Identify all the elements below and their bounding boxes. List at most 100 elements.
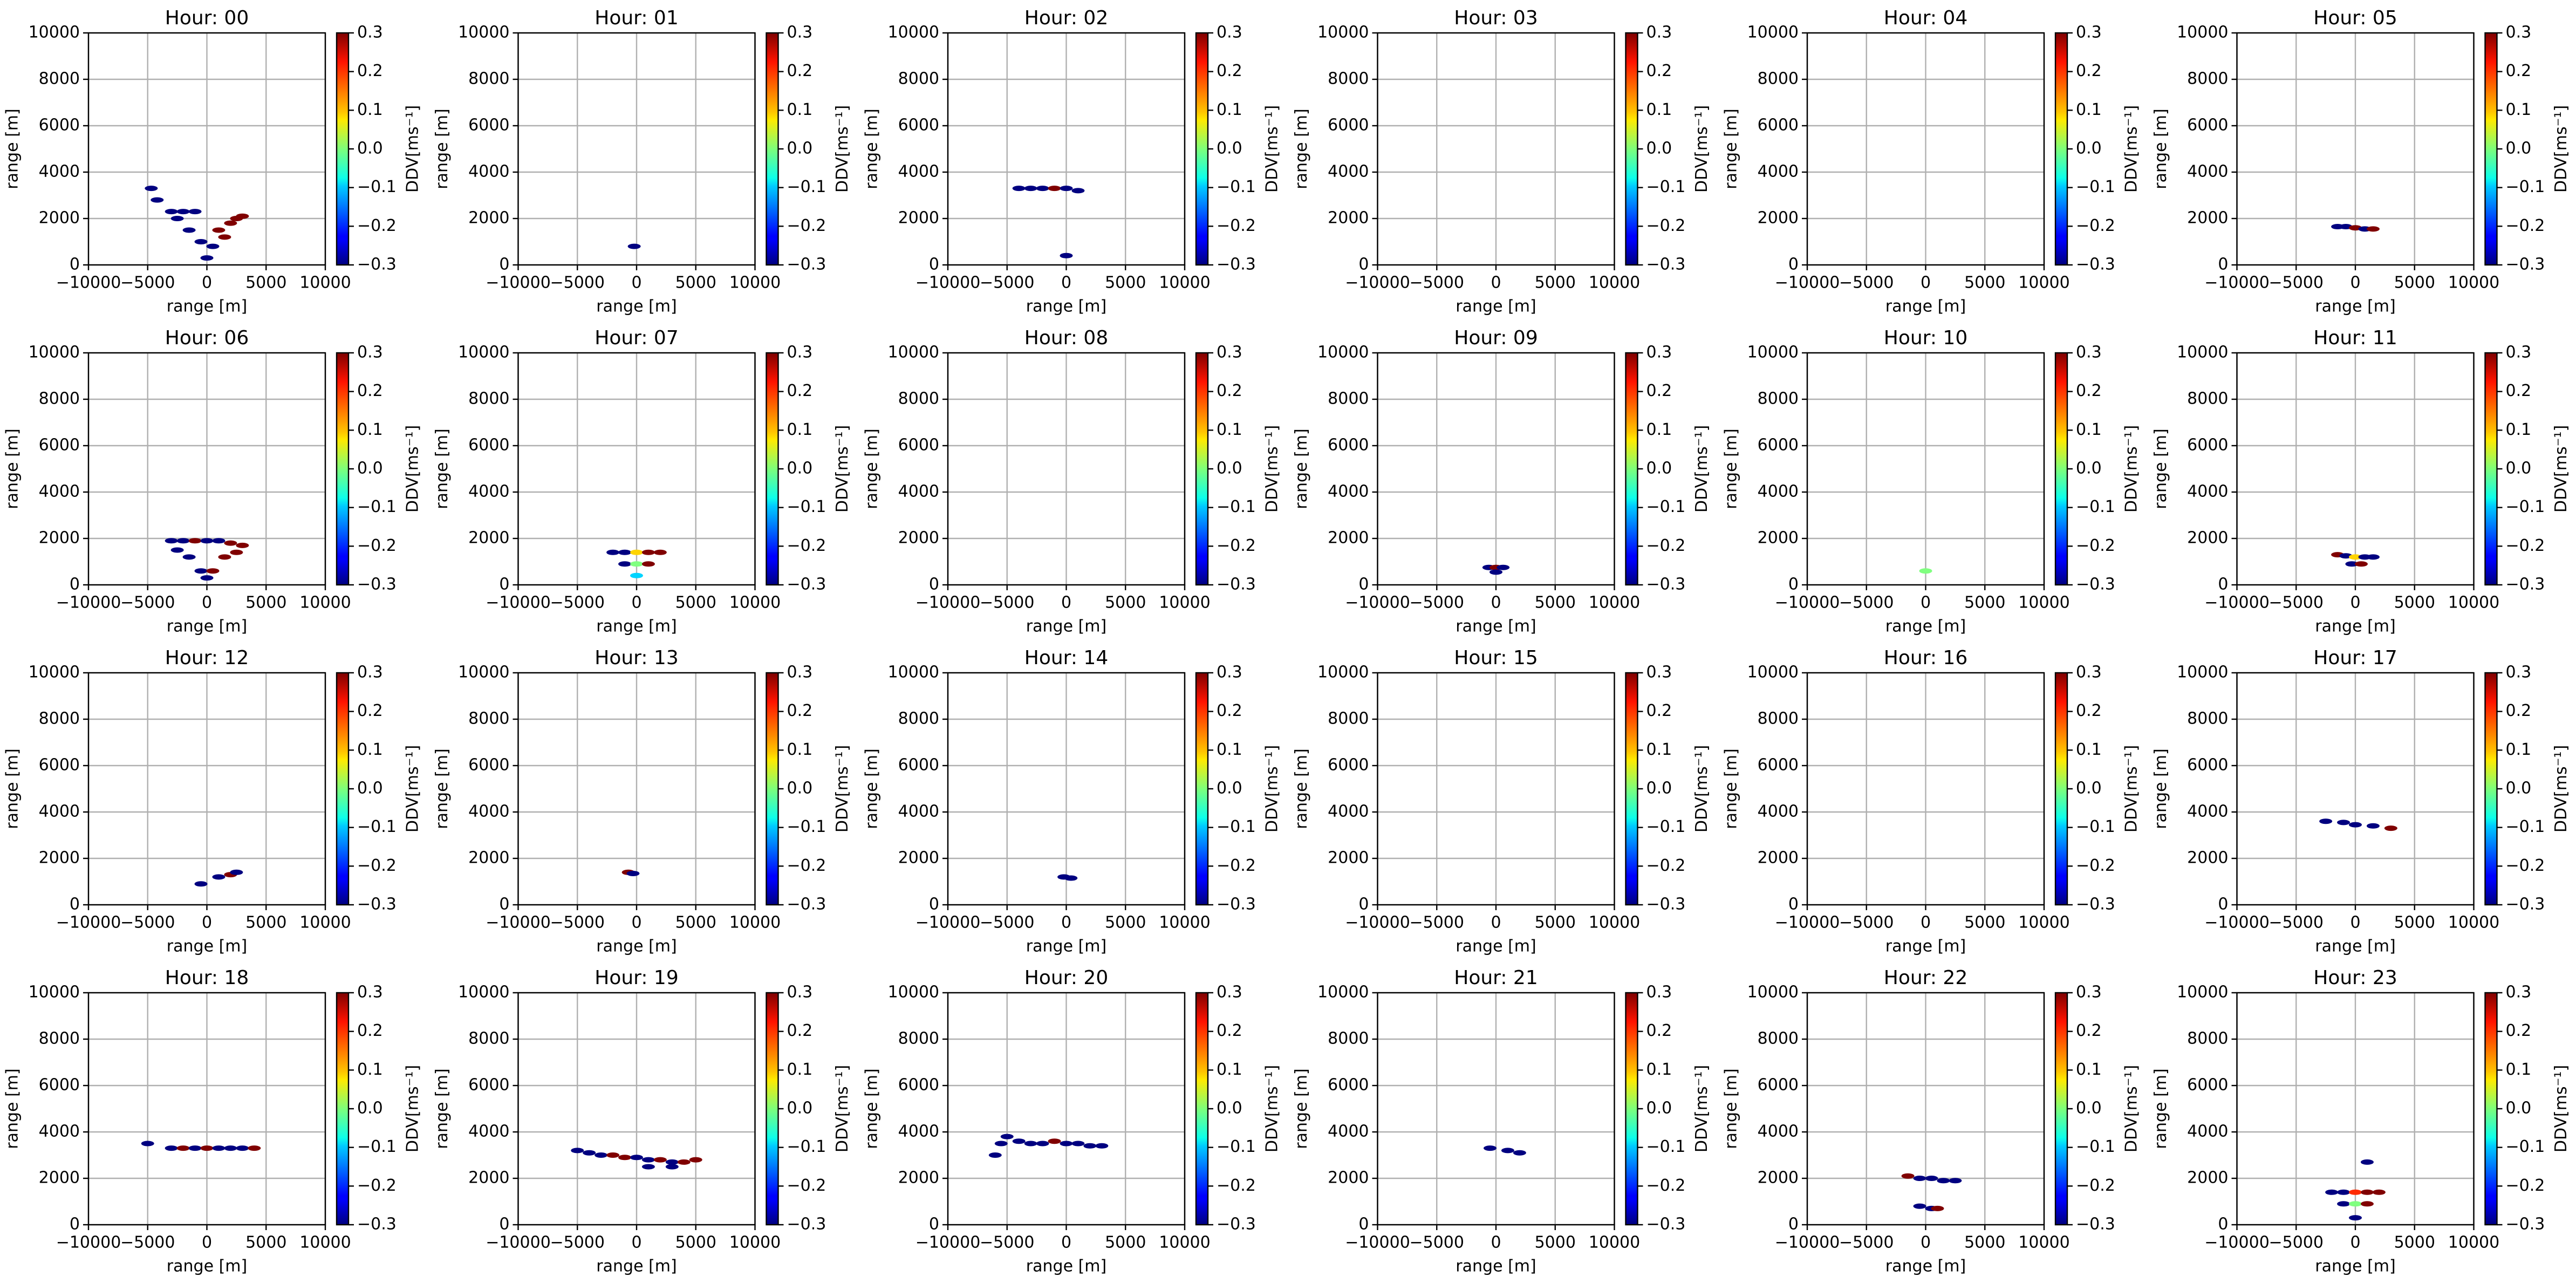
colorbar	[2484, 352, 2498, 586]
colorbar-tick-label: 0.0	[1646, 779, 1672, 798]
chart-title: Hour: 13	[595, 647, 678, 669]
y-tick-label: 2000	[898, 849, 939, 868]
data-point	[689, 1157, 702, 1163]
y-axis-label: range [m]	[3, 428, 22, 509]
data-point	[182, 554, 196, 560]
x-tick-label: 10000	[299, 274, 351, 292]
colorbar-label: DDV[ms⁻¹]	[2122, 425, 2141, 513]
x-tick-label: 10000	[729, 913, 781, 932]
colorbar	[1195, 672, 1209, 906]
data-point	[1931, 1205, 1944, 1211]
data-point	[2319, 818, 2333, 824]
chart-title: Hour: 23	[2313, 967, 2397, 989]
data-point	[141, 1141, 154, 1146]
colorbar-tick-label: −0.1	[787, 178, 826, 196]
y-tick-label: 4000	[2187, 482, 2228, 501]
data-point	[1095, 1143, 1109, 1149]
colorbar-tick-label: −0.3	[2506, 255, 2545, 274]
y-tick-label: 4000	[468, 162, 509, 181]
colorbar-tick-label: 0.1	[787, 740, 813, 759]
colorbar-tick-label: 0.0	[787, 779, 813, 798]
y-tick-label: 8000	[468, 1029, 509, 1048]
data-point	[618, 549, 632, 555]
data-point	[145, 186, 158, 192]
x-tick-label: 0	[202, 274, 212, 292]
data-point	[165, 1145, 178, 1151]
colorbar-tick-label: −0.1	[2076, 817, 2115, 836]
y-tick-label: 8000	[1758, 709, 1799, 728]
y-tick-label: 6000	[2187, 116, 2228, 135]
data-point	[627, 243, 641, 249]
x-tick-label: 10000	[729, 1233, 781, 1252]
y-tick-label: 8000	[1758, 390, 1799, 408]
y-tick-label: 6000	[1758, 1076, 1799, 1095]
axes-frame	[1377, 672, 1615, 906]
data-point	[2372, 1189, 2386, 1195]
colorbar-tick-label: −0.3	[787, 1215, 826, 1234]
colorbar-tick-label: 0.3	[357, 983, 383, 1002]
x-tick-label: 0	[2350, 593, 2360, 612]
colorbar-tick-label: −0.2	[2076, 536, 2115, 555]
data-point	[230, 549, 243, 555]
x-tick-label: 0	[631, 1233, 641, 1252]
data-point	[1060, 252, 1073, 258]
y-tick-label: 10000	[29, 23, 80, 42]
y-tick-label: 6000	[898, 1076, 939, 1095]
x-axis-label: range [m]	[2315, 1257, 2395, 1276]
y-tick-label: 2000	[898, 209, 939, 228]
y-axis-label: range [m]	[433, 428, 452, 509]
data-point	[2366, 226, 2380, 232]
data-point	[641, 561, 655, 567]
chart-title: Hour: 15	[1454, 647, 1538, 669]
x-tick-label: −5000	[1839, 913, 1894, 932]
y-tick-label: 0	[2218, 575, 2228, 594]
colorbar-tick-label: 0.1	[1646, 420, 1672, 439]
colorbar-tick-label: 0.1	[1646, 740, 1672, 759]
y-tick-label: 0	[2218, 895, 2228, 914]
x-tick-label: −5000	[550, 593, 605, 612]
axes-frame	[1806, 672, 2045, 906]
colorbar-tick-label: −0.2	[2076, 216, 2115, 235]
y-tick-label: 4000	[2187, 1122, 2228, 1141]
colorbar-tick-label: −0.1	[357, 1137, 397, 1156]
x-tick-label: 0	[1061, 1233, 1071, 1252]
y-tick-label: 2000	[1328, 849, 1369, 868]
colorbar-tick-label: 0.1	[2506, 420, 2532, 439]
colorbar	[766, 672, 779, 906]
colorbar-tick-label: 0.1	[2076, 1060, 2102, 1079]
y-axis-label: range [m]	[863, 108, 882, 189]
colorbar-tick-label: −0.2	[2506, 856, 2545, 875]
data-point	[653, 1157, 667, 1163]
data-point	[2360, 1189, 2374, 1195]
data-point	[1024, 186, 1037, 192]
y-tick-label: 6000	[39, 756, 80, 775]
y-axis-label: range [m]	[863, 428, 882, 509]
x-tick-label: 0	[1491, 593, 1501, 612]
axes-frame	[1377, 992, 1615, 1226]
y-tick-label: 6000	[468, 1076, 509, 1095]
colorbar-tick-label: 0.2	[1646, 62, 1672, 80]
y-tick-label: 4000	[1328, 1122, 1369, 1141]
colorbar-tick-label: −0.2	[1217, 1176, 1256, 1195]
colorbar-tick-label: 0.2	[2506, 62, 2532, 80]
x-tick-label: −5000	[1410, 593, 1464, 612]
colorbar-tick-label: 0.2	[357, 62, 383, 80]
chart-title: Hour: 05	[2313, 7, 2397, 29]
chart-title: Hour: 08	[1024, 327, 1108, 349]
colorbar-tick-label: −0.1	[1646, 817, 1686, 836]
colorbar-label: DDV[ms⁻¹]	[1692, 1065, 1711, 1152]
y-tick-label: 2000	[1758, 209, 1799, 228]
colorbar-tick-label: 0.1	[357, 740, 383, 759]
x-tick-label: −10000	[1775, 593, 1840, 612]
colorbar-label: DDV[ms⁻¹]	[833, 425, 852, 513]
x-tick-label: −5000	[120, 274, 175, 292]
x-tick-label: −5000	[980, 274, 1034, 292]
x-tick-label: −5000	[1839, 593, 1894, 612]
colorbar-tick-label: 0.3	[2076, 343, 2102, 362]
x-tick-label: −10000	[486, 913, 551, 932]
colorbar-tick-label: 0.0	[2076, 1099, 2102, 1118]
x-axis-label: range [m]	[596, 617, 677, 636]
colorbar-tick-label: −0.3	[357, 255, 397, 274]
x-tick-label: 5000	[2394, 913, 2435, 932]
x-tick-label: −10000	[2204, 913, 2270, 932]
